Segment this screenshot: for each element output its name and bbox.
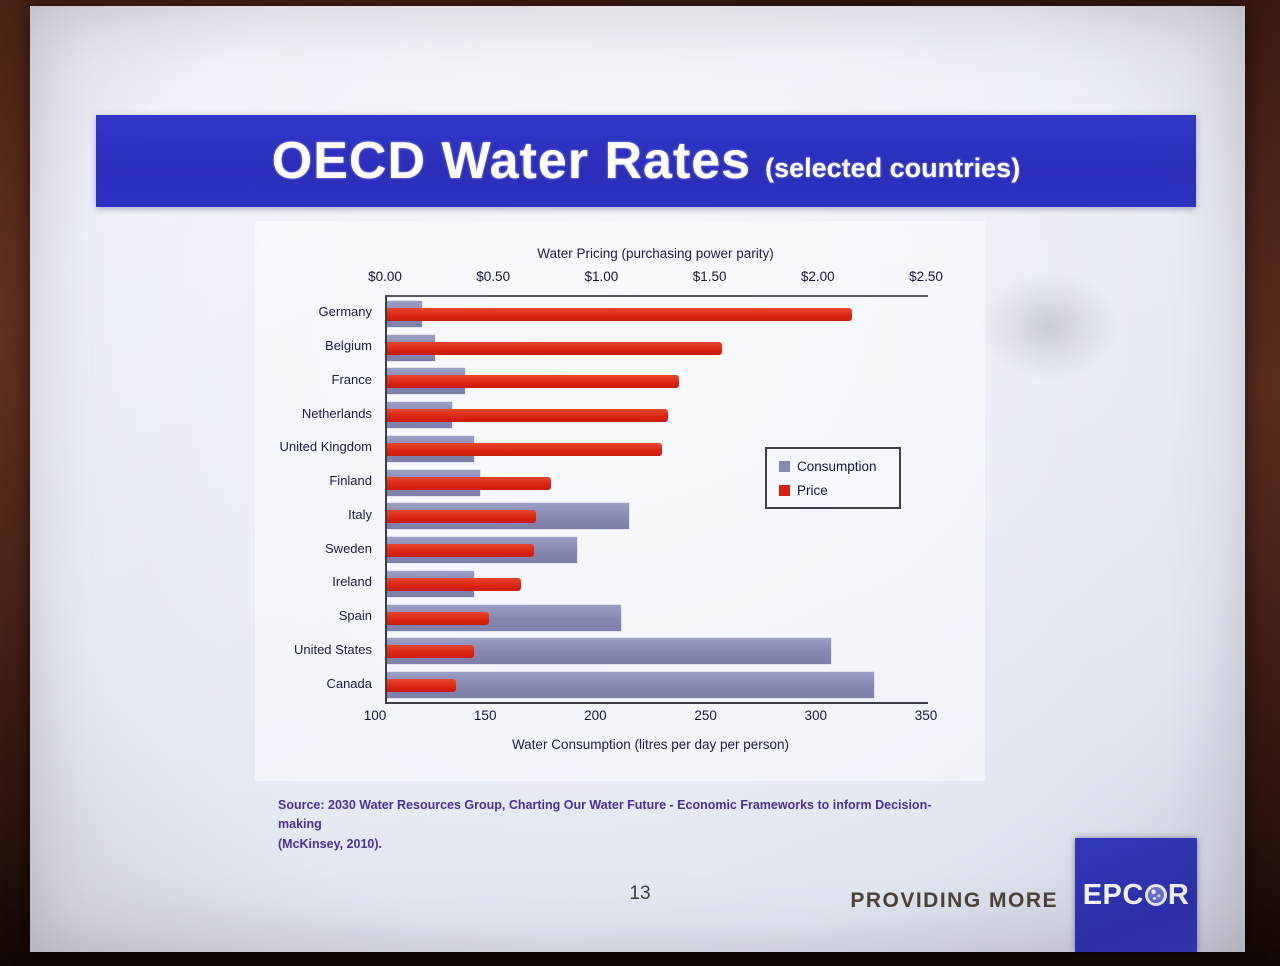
bottom-axis-title: Water Consumption (litres per day per pe… bbox=[511, 737, 790, 752]
price-bar bbox=[387, 409, 669, 423]
axis-tick: $1.00 bbox=[584, 269, 619, 284]
axis-tick: $0.50 bbox=[476, 269, 511, 284]
category-label: Italy bbox=[348, 506, 372, 522]
axis-tick: $2.50 bbox=[909, 269, 943, 284]
slide-subtitle: (selected countries) bbox=[765, 152, 1021, 183]
source-line-2: (McKinsey, 2010). bbox=[278, 836, 382, 851]
category-label: Sweden bbox=[325, 540, 372, 556]
category-label: Belgium bbox=[325, 338, 372, 354]
category-label: Germany bbox=[318, 304, 372, 320]
bar-row bbox=[387, 398, 928, 432]
axis-tick: 200 bbox=[584, 708, 607, 723]
consumption-bar bbox=[387, 672, 874, 699]
price-bar bbox=[387, 679, 457, 693]
axis-tick: 350 bbox=[914, 708, 938, 723]
bar-row bbox=[387, 432, 928, 466]
footer-tagline: PROVIDING MORE bbox=[850, 889, 1058, 912]
photo-smudge bbox=[980, 271, 1120, 381]
legend-entry-price: Price bbox=[779, 483, 899, 498]
price-bar bbox=[387, 307, 853, 321]
source-citation: Source: 2030 Water Resources Group, Char… bbox=[278, 796, 968, 854]
bar-row bbox=[387, 331, 928, 365]
bottom-axis-ticks: 100 150 200 250 300 350 bbox=[364, 708, 938, 724]
price-bar bbox=[387, 442, 662, 456]
price-bar bbox=[387, 476, 552, 490]
category-labels: Germany Belgium France Netherlands United Ki… bbox=[255, 295, 379, 700]
epcor-logo: EPC R bbox=[1075, 838, 1197, 952]
category-label: Netherlands bbox=[301, 405, 372, 421]
price-bar bbox=[387, 341, 723, 355]
epcor-wordmark: EPC R bbox=[1083, 879, 1190, 912]
price-swatch-icon bbox=[779, 484, 790, 496]
title-banner: OECD Water Rates (selected countries) bbox=[96, 115, 1196, 207]
category-label: Finland bbox=[329, 473, 372, 489]
slide-title: OECD Water Rates bbox=[271, 132, 752, 190]
epcor-text-right: R bbox=[1167, 878, 1190, 911]
top-axis-ticks: $0.00 $0.50 $1.00 $1.50 $2.00 $2.50 bbox=[368, 269, 943, 285]
axis-tick: 150 bbox=[473, 708, 497, 723]
bar-row bbox=[387, 466, 928, 500]
category-label: France bbox=[331, 371, 372, 387]
plot-area bbox=[385, 295, 928, 704]
price-bar bbox=[387, 510, 537, 524]
bar-row bbox=[387, 364, 928, 398]
axis-tick: 250 bbox=[694, 708, 717, 723]
price-bar bbox=[387, 544, 535, 558]
bar-row bbox=[387, 668, 928, 702]
axis-tick: $1.50 bbox=[692, 269, 727, 284]
source-line-1: Source: 2030 Water Resources Group, Char… bbox=[278, 798, 932, 832]
legend-entry-consumption: Consumption bbox=[779, 459, 899, 474]
epcor-text-left: EPC bbox=[1082, 878, 1144, 911]
consumption-swatch-icon bbox=[779, 460, 790, 472]
price-bar bbox=[387, 645, 474, 659]
price-bar bbox=[387, 375, 680, 389]
chart-legend: Consumption Price bbox=[765, 447, 901, 509]
axis-tick: $2.00 bbox=[800, 269, 835, 284]
bar-row bbox=[387, 297, 928, 331]
price-bar bbox=[387, 611, 489, 625]
top-axis-title: Water Pricing (purchasing power parity) bbox=[537, 246, 774, 261]
bar-row bbox=[387, 533, 928, 567]
category-label: Canada bbox=[326, 675, 372, 691]
category-label: United Kingdom bbox=[279, 439, 373, 455]
bar-row bbox=[387, 567, 928, 601]
bar-row bbox=[387, 601, 928, 635]
axis-tick: $0.00 bbox=[368, 269, 402, 284]
bar-row bbox=[387, 635, 928, 669]
bar-row bbox=[387, 500, 928, 534]
category-label: Ireland bbox=[332, 574, 372, 590]
category-label: Spain bbox=[338, 608, 372, 624]
globe-icon bbox=[1144, 884, 1167, 906]
category-label: United States bbox=[293, 641, 372, 657]
page-number: 13 bbox=[629, 883, 651, 904]
axis-tick: 300 bbox=[804, 708, 828, 723]
axis-tick: 100 bbox=[363, 708, 387, 723]
projected-slide: OECD Water Rates (selected countries) Wa… bbox=[30, 6, 1245, 952]
price-bar bbox=[387, 577, 522, 591]
legend-label-consumption: Consumption bbox=[797, 458, 877, 474]
legend-label-price: Price bbox=[797, 482, 828, 498]
